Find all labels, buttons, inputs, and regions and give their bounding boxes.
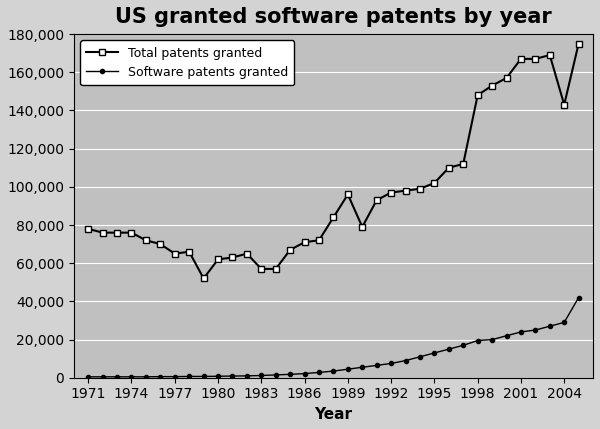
Software patents granted [445, 347, 452, 352]
Total patents granted [243, 251, 250, 256]
Total patents granted [517, 56, 524, 61]
Total patents granted [431, 181, 438, 186]
Software patents granted [431, 350, 438, 356]
Software patents granted [388, 361, 395, 366]
Line: Software patents granted: Software patents granted [84, 293, 583, 381]
Software patents granted [128, 374, 135, 379]
Total patents granted [474, 93, 481, 98]
Total patents granted [330, 215, 337, 220]
Software patents granted [301, 371, 308, 376]
Total patents granted [460, 161, 467, 166]
Software patents granted [402, 358, 409, 363]
Line: Total patents granted: Total patents granted [85, 40, 582, 282]
Software patents granted [99, 374, 106, 379]
Software patents granted [229, 374, 236, 379]
Total patents granted [373, 198, 380, 203]
Software patents granted [272, 372, 280, 378]
Software patents granted [214, 374, 221, 379]
Total patents granted [229, 255, 236, 260]
Total patents granted [301, 240, 308, 245]
Total patents granted [359, 224, 366, 230]
Total patents granted [416, 186, 424, 191]
Software patents granted [503, 333, 510, 338]
Software patents granted [258, 373, 265, 378]
Software patents granted [517, 329, 524, 335]
Software patents granted [185, 374, 193, 379]
Software patents granted [113, 374, 121, 379]
Total patents granted [142, 238, 149, 243]
Software patents granted [474, 338, 481, 343]
Software patents granted [546, 323, 553, 329]
Total patents granted [488, 83, 496, 88]
Total patents granted [214, 257, 221, 262]
Software patents granted [243, 373, 250, 378]
Total patents granted [272, 266, 280, 272]
Software patents granted [575, 295, 582, 300]
Software patents granted [460, 343, 467, 348]
Software patents granted [330, 369, 337, 374]
Total patents granted [113, 230, 121, 235]
Software patents granted [287, 372, 294, 377]
Legend: Total patents granted, Software patents granted: Total patents granted, Software patents … [80, 40, 294, 85]
Software patents granted [359, 365, 366, 370]
Total patents granted [157, 242, 164, 247]
Software patents granted [416, 354, 424, 360]
Total patents granted [575, 41, 582, 46]
Total patents granted [128, 230, 135, 235]
Software patents granted [373, 363, 380, 368]
Total patents granted [445, 165, 452, 170]
Software patents granted [560, 320, 568, 325]
Software patents granted [316, 370, 323, 375]
Software patents granted [488, 337, 496, 342]
Software patents granted [532, 327, 539, 332]
Title: US granted software patents by year: US granted software patents by year [115, 7, 552, 27]
Total patents granted [503, 76, 510, 81]
Software patents granted [85, 374, 92, 379]
Software patents granted [171, 374, 178, 379]
Total patents granted [258, 266, 265, 272]
Total patents granted [85, 226, 92, 231]
X-axis label: Year: Year [314, 407, 352, 422]
Total patents granted [316, 238, 323, 243]
Software patents granted [344, 367, 352, 372]
Total patents granted [185, 249, 193, 254]
Total patents granted [344, 192, 352, 197]
Total patents granted [532, 56, 539, 61]
Software patents granted [157, 374, 164, 379]
Total patents granted [546, 52, 553, 57]
Total patents granted [388, 190, 395, 195]
Total patents granted [200, 276, 207, 281]
Total patents granted [402, 188, 409, 193]
Total patents granted [560, 102, 568, 107]
Software patents granted [200, 374, 207, 379]
Total patents granted [287, 247, 294, 252]
Software patents granted [142, 374, 149, 379]
Total patents granted [171, 251, 178, 256]
Total patents granted [99, 230, 106, 235]
